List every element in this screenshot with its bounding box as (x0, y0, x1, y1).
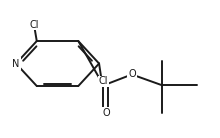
Text: N: N (12, 59, 20, 69)
Text: O: O (102, 108, 110, 118)
Text: O: O (128, 69, 136, 79)
Text: Cl: Cl (99, 76, 108, 86)
Text: Cl: Cl (30, 20, 39, 30)
